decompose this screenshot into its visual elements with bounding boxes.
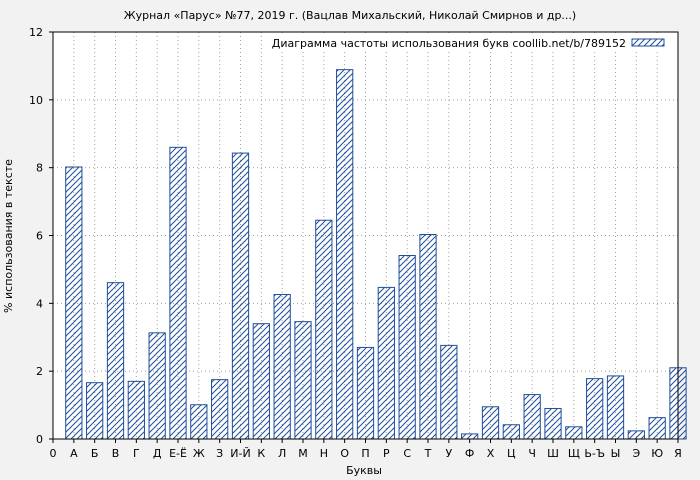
bar-Л [273,294,291,440]
bar-В [106,282,125,440]
bar-Д [148,332,166,440]
bar-У [440,344,458,440]
bar-П [356,346,375,440]
x-tick-label: С [403,447,411,460]
x-tick-label: У [445,447,452,460]
x-axis-label: Буквы [346,464,382,477]
x-tick-label: З [216,447,223,460]
bar-М [294,321,312,440]
y-axis-label: % использования в тексте [2,159,15,313]
x-tick-label: Ц [507,447,516,460]
y-tick-label: 6 [36,230,43,243]
bar-Э [627,430,645,440]
bar-Ы [606,375,625,440]
x-tick-label: Ь-Ъ [584,447,605,460]
x-tick-label: Л [278,447,286,460]
y-tick-label: 10 [29,94,43,107]
legend: Диаграмма частоты использования букв coo… [272,35,676,51]
x-tick-label: М [298,447,308,460]
y-tick-label: 4 [36,297,43,310]
bar-К [252,323,270,440]
x-tick-label: Х [487,447,495,460]
bar-А [65,166,83,440]
bar-Х [481,406,500,440]
bar-Ц [502,424,520,440]
y-tick-label: 0 [36,433,43,446]
bar-Т [419,233,437,440]
chart-title: Журнал «Парус» №77, 2019 г. (Вацлав Миха… [124,9,576,22]
legend-swatch [631,38,665,47]
x-tick-label: Т [424,447,432,460]
x-tick-label: Щ [568,447,580,460]
legend-background [276,35,676,51]
x-tick-label: П [361,447,369,460]
bar-Б [86,382,104,440]
x-tick-label: Ш [547,447,559,460]
bar-О [336,69,354,440]
legend-label: Диаграмма частоты использования букв coo… [272,37,626,50]
bar-Ш [544,407,562,440]
bar-Р [377,286,395,440]
y-tick-label: 12 [29,26,43,39]
bar-Щ [565,426,583,440]
x-tick-label: Б [91,447,99,460]
x-tick-label: Ы [611,447,621,460]
x-tick-label: А [70,447,78,460]
y-tick-label: 8 [36,162,43,175]
bar-И-Й [231,152,250,440]
x-tick-label: Ч [528,447,536,460]
bar-С [398,255,416,440]
y-tick-label: 2 [36,365,43,378]
bar-Е-Ё [169,146,187,440]
bar-Н [315,219,333,440]
x-tick-label: Г [133,447,140,460]
x-tick-label: Е-Ё [169,447,187,460]
bar-Ч [523,394,541,440]
x-tick-label: Э [632,447,640,460]
x-tick-label: В [112,447,120,460]
bar-Ь-Ъ [586,378,604,440]
bar-Ю [648,417,666,440]
x-tick-label: И-Й [230,447,250,460]
x-tick-label: Р [383,447,390,460]
bar-Ф [461,433,479,440]
x-tick-label: 0 [50,447,57,460]
bar-З [211,379,229,440]
x-tick-label: Д [153,447,162,460]
x-tick-label: Ж [193,447,205,460]
x-tick-label: Ф [465,447,474,460]
x-tick-label: К [257,447,265,460]
x-tick-label: Ю [651,447,663,460]
x-tick-label: Я [674,447,682,460]
x-tick-label: Н [320,447,328,460]
x-tick-label: О [340,447,349,460]
bar-Г [127,380,145,440]
bar-Ж [190,404,208,440]
